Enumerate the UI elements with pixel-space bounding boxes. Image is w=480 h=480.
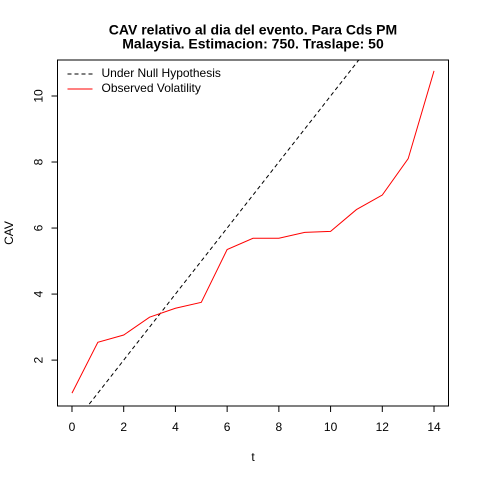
y-tick-label: 8 — [32, 158, 46, 165]
x-tick-label: 6 — [224, 420, 231, 434]
x-tick-label: 14 — [427, 420, 441, 434]
chart-title: Malaysia. Estimacion: 750. Traslape: 50 — [122, 36, 384, 52]
x-tick-label: 8 — [276, 420, 283, 434]
x-tick-label: 2 — [120, 420, 127, 434]
series-line — [71, 70, 435, 394]
plot-box — [57, 59, 449, 407]
chart-title: CAV relativo al dia del evento. Para Cds… — [109, 22, 397, 38]
plot-area — [71, 60, 435, 406]
y-axis-label: CAV — [2, 221, 16, 245]
y-tick-label: 4 — [32, 290, 46, 297]
y-tick-label: 6 — [32, 224, 46, 231]
x-tick-label: 4 — [172, 420, 179, 434]
x-axis-label: t — [251, 450, 255, 464]
x-tick-label: 10 — [324, 420, 338, 434]
x-tick-label: 12 — [376, 420, 390, 434]
legend-label: Under Null Hypothesis — [102, 66, 221, 80]
y-tick-label: 2 — [32, 356, 46, 363]
y-tick-label: 10 — [32, 89, 46, 103]
legend-label: Observed Volatility — [102, 81, 201, 95]
x-tick-label: 0 — [69, 420, 76, 434]
